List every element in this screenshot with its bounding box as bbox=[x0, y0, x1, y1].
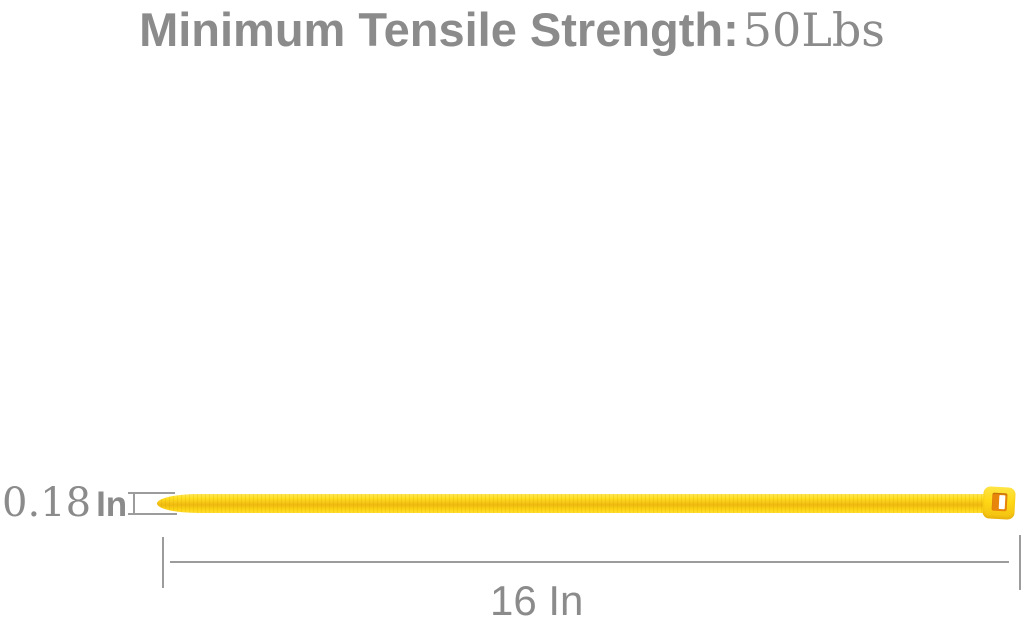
cable-tie-strap bbox=[157, 494, 990, 513]
title-text: Minimum Tensile Strength: bbox=[139, 3, 739, 56]
page-title: Minimum Tensile Strength:50Lbs bbox=[0, 0, 1024, 57]
length-value: 16 bbox=[490, 577, 537, 624]
cable-tie-head-slot bbox=[991, 492, 1008, 512]
length-unit: In bbox=[548, 577, 584, 624]
cable-tie-head bbox=[982, 486, 1016, 520]
length-label: 16 In bbox=[490, 577, 583, 625]
width-bracket-vertical-line bbox=[133, 493, 135, 514]
length-dimension-right-tick bbox=[1019, 535, 1021, 590]
width-unit: In bbox=[96, 485, 128, 524]
length-dimension-line bbox=[170, 561, 1009, 563]
width-value: 0.18 bbox=[2, 480, 92, 526]
width-label: 0.18 In bbox=[2, 480, 127, 526]
title-strength-value: 50Lbs bbox=[742, 3, 885, 57]
cable-tie-head-slot-highlight bbox=[998, 495, 1006, 510]
width-bracket-top-line bbox=[128, 492, 175, 494]
width-bracket-bottom-line bbox=[128, 513, 177, 515]
length-dimension-left-tick bbox=[162, 537, 164, 588]
